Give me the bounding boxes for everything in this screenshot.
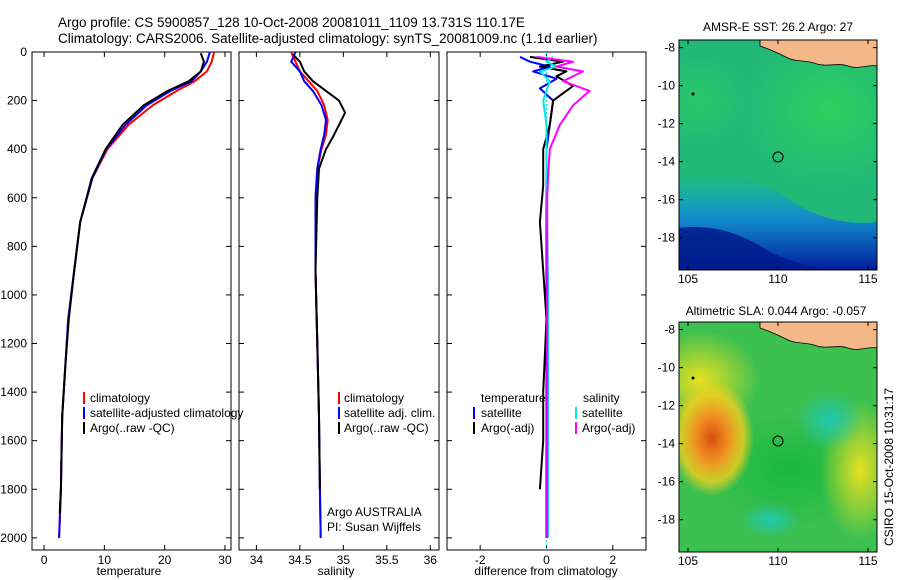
difference-legend: temperature satellite Argo(-adj) salinit… <box>473 391 635 435</box>
legend-title-salinity: salinity <box>583 391 620 405</box>
salinity-legend: climatology satellite adj. clim. Argo(..… <box>338 391 435 435</box>
x-tick-label: 35.5 <box>375 553 399 567</box>
y-tick-label: 1600 <box>0 434 27 448</box>
salinity-chart: 34 34.5 35 35.5 36 <box>239 51 439 567</box>
legend-label-climatology: climatology <box>344 391 404 405</box>
annotation-argo-australia: Argo AUSTRALIA <box>327 505 422 519</box>
legend-label-climatology: climatology <box>90 391 150 405</box>
y-tick-label: 1800 <box>0 482 27 496</box>
salinity-xlabel: salinity <box>318 564 355 578</box>
map-y-tick-label: -14 <box>658 155 676 169</box>
legend-label-temp-argo: Argo(-adj) <box>481 421 534 435</box>
map-y-tick-label: -14 <box>658 437 676 451</box>
x-tick-label: 34.5 <box>288 553 312 567</box>
legend-label-argo: Argo(..raw -QC) <box>344 421 429 435</box>
map-x-tick-label: 110 <box>768 554 787 568</box>
sla-high-patch <box>679 380 754 496</box>
series-satellite-adjusted-climatology <box>58 51 211 538</box>
x-tick-label: 30 <box>218 553 232 567</box>
map-y-tick-label: -10 <box>658 361 676 375</box>
legend-label-sal-argo: Argo(-adj) <box>582 421 635 435</box>
legend-label-satellite: satellite-adjusted climatology <box>90 406 243 420</box>
annotation-pi: PI: Susan Wijffels <box>327 520 421 534</box>
map-y-tick-label: -16 <box>658 475 676 489</box>
y-tick-label: 1200 <box>0 337 27 351</box>
sst-deep-cool <box>679 227 830 270</box>
sst-warm-patch-2 <box>679 55 750 145</box>
salinity-panel <box>238 51 440 551</box>
side-label: CSIRO 15-Oct-2008 10:31:17 <box>882 388 896 546</box>
map-y-tick-label: -8 <box>664 41 675 55</box>
sla-cyan-patch <box>796 390 864 450</box>
map-x-tick-label: 105 <box>678 554 698 568</box>
series-climatology <box>290 51 329 538</box>
y-tick-label: 200 <box>7 94 27 108</box>
title-line1: Argo profile: CS 5900857_128 10-Oct-2008… <box>58 15 525 30</box>
map-x-tick-label: 110 <box>768 272 787 286</box>
map-x-tick-label: 105 <box>678 272 698 286</box>
sst-profile-marker <box>772 151 784 163</box>
x-tick-label: 34 <box>250 553 264 567</box>
legend-label-satellite: satellite adj. clim. <box>344 406 435 420</box>
sst-land <box>759 40 877 68</box>
x-tick-label: 20 <box>158 553 172 567</box>
map-y-tick-label: -16 <box>658 193 676 207</box>
x-tick-label: -2 <box>475 553 486 567</box>
difference-xlabel: difference from climatology <box>474 564 617 578</box>
map-y-tick-label: -8 <box>664 323 675 337</box>
temperature-legend: climatology satellite-adjusted climatolo… <box>83 391 243 435</box>
sst-map-title: AMSR-E SST: 26.2 Argo: 27 <box>703 20 853 34</box>
x-tick-label: 36 <box>424 553 438 567</box>
series-temperature-argo-adj- <box>529 55 574 490</box>
temperature-xlabel: temperature <box>97 564 162 578</box>
map-x-tick-label: 115 <box>858 272 877 286</box>
sst-map <box>679 40 877 270</box>
sst-warm-patch <box>740 40 877 190</box>
temperature-panel <box>31 51 232 551</box>
x-tick-label: 10 <box>98 553 112 567</box>
x-tick-label: 0 <box>543 553 550 567</box>
y-tick-label: 0 <box>20 45 27 59</box>
y-tick-label: 800 <box>7 239 27 253</box>
difference-chart: -2 0 2 <box>447 51 646 567</box>
legend-label-temp-satellite: satellite <box>481 406 522 420</box>
sla-map <box>679 322 877 552</box>
y-tick-label: 2000 <box>0 531 27 545</box>
legend-label-argo: Argo(..raw -QC) <box>90 421 175 435</box>
series-salinity-argo-adj- <box>536 55 591 538</box>
map-x-tick-label: 115 <box>858 554 877 568</box>
title-line2: Climatology: CARS2006. Satellite-adjuste… <box>58 31 598 46</box>
y-tick-label: 1000 <box>0 288 27 302</box>
temperature-chart: 0 10 20 30 0 200 400 600 800 1000 1200 1400 1600 1800… <box>0 45 232 567</box>
map-y-tick-label: -12 <box>658 117 676 131</box>
x-tick-label: 2 <box>609 553 616 567</box>
map-y-tick-label: -10 <box>658 79 676 93</box>
legend-label-sal-satellite: satellite <box>582 406 623 420</box>
sla-map-title: Altimetric SLA: 0.044 Argo: -0.057 <box>686 304 867 318</box>
sst-map-axes: 105 110 115 -8 -10 -12 -14 -16 -18 <box>658 40 878 286</box>
sla-profile-marker <box>772 435 784 447</box>
sla-land <box>759 322 877 350</box>
series-satellite-adj-clim- <box>290 51 327 538</box>
map-y-tick-label: -18 <box>658 231 676 245</box>
map-y-tick-label: -12 <box>658 399 676 413</box>
map-y-tick-label: -18 <box>658 513 676 527</box>
series-temperature-satellite <box>519 56 558 538</box>
series-climatology <box>58 51 216 538</box>
x-tick-label: 35 <box>337 553 351 567</box>
sla-map-axes: 105 110 115 -8 -10 -12 -14 -16 -18 <box>658 322 878 568</box>
sla-island-dot <box>691 376 695 380</box>
sla-cyan-patch-2 <box>740 502 800 538</box>
y-tick-label: 400 <box>7 142 27 156</box>
y-tick-label: 1400 <box>0 385 27 399</box>
series-argo-raw-qc- <box>58 52 205 514</box>
y-tick-label: 600 <box>7 191 27 205</box>
sst-island-dot <box>691 92 695 96</box>
x-tick-label: 0 <box>41 553 48 567</box>
series-argo-raw-qc- <box>292 53 347 490</box>
legend-title-temperature: temperature <box>481 391 546 405</box>
